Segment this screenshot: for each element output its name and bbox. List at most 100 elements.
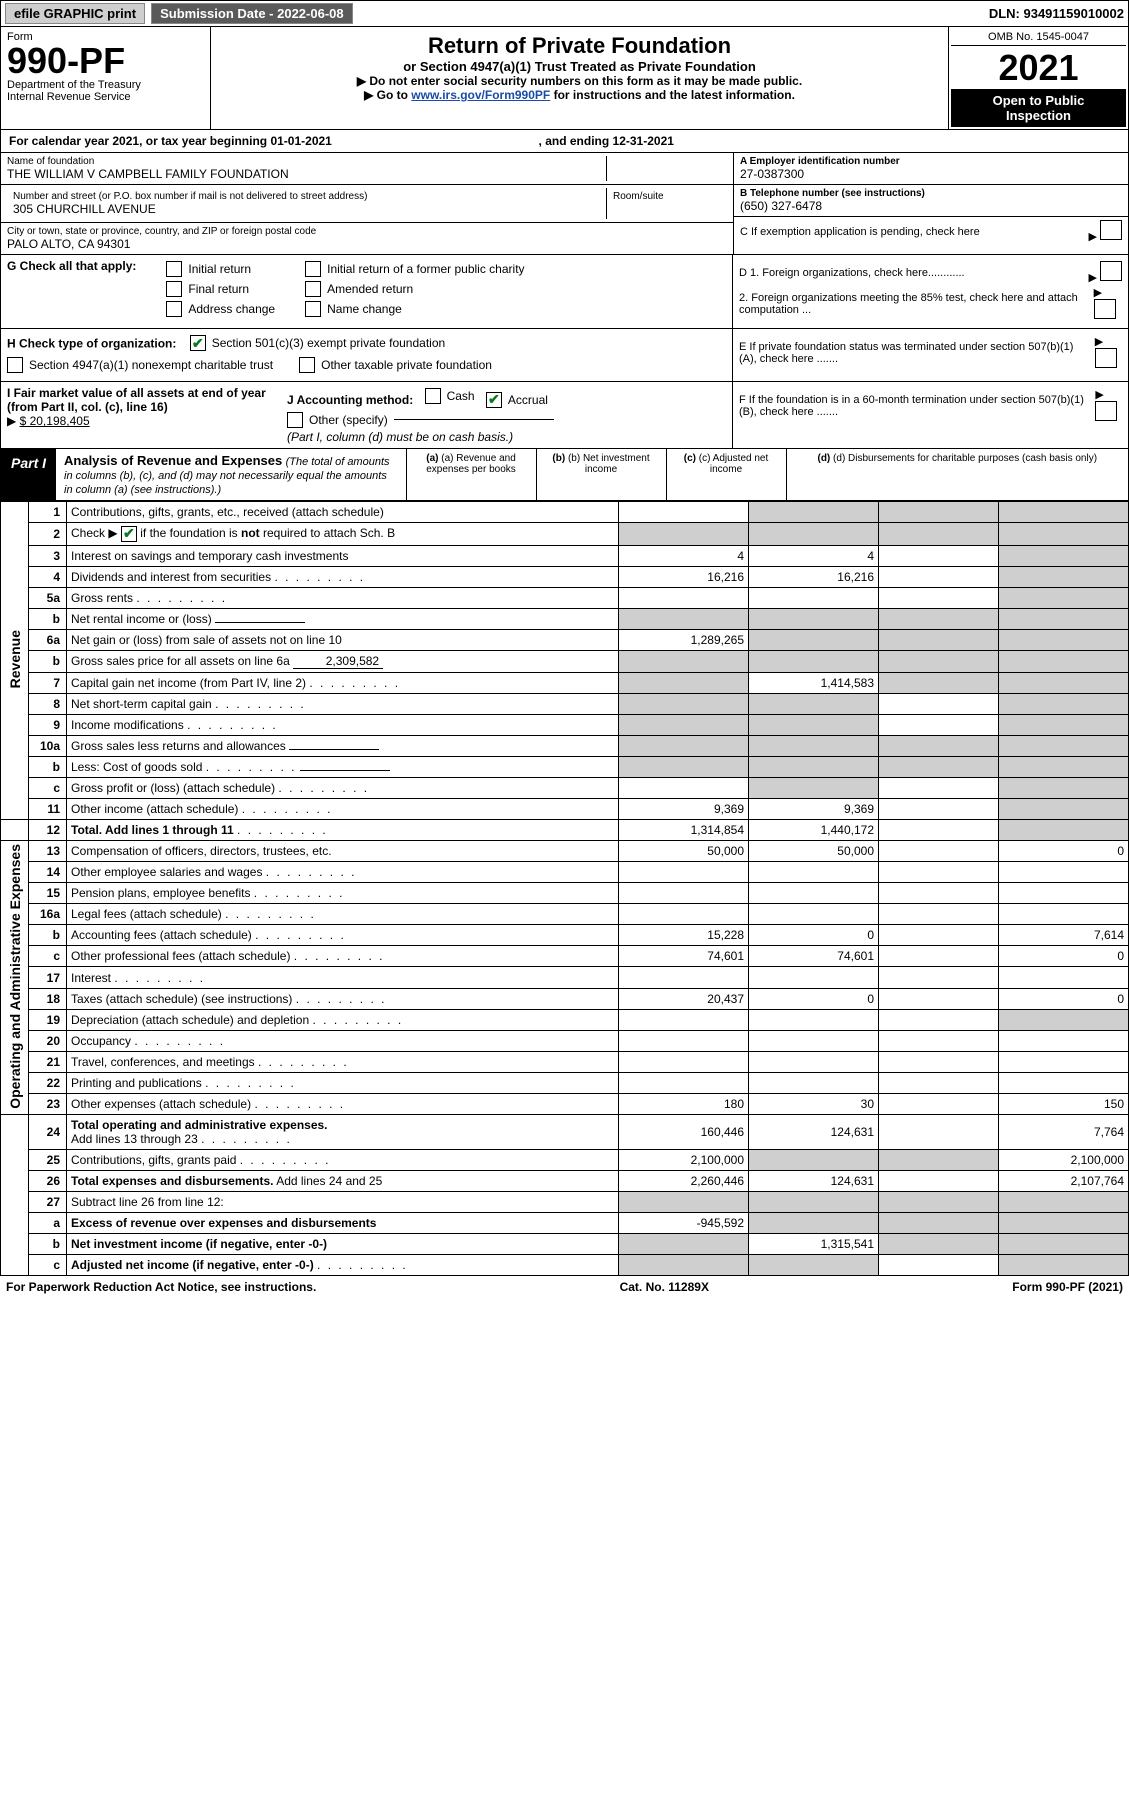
j-accrual-checkbox[interactable] [486,392,502,408]
submission-date-label: Submission Date - [160,6,277,21]
top-bar: efile GRAPHIC print Submission Date - 20… [0,0,1129,27]
j-cash-checkbox[interactable] [425,388,441,404]
g-address-change-checkbox[interactable] [166,301,182,317]
desc-14: Other employee salaries and wages [67,861,619,882]
col-b-head: (b) (b) Net investment income [537,449,667,500]
ln-10b: b [29,756,67,777]
h-4947-checkbox[interactable] [7,357,23,373]
h-label: H Check type of organization: [7,337,176,351]
row-14: 14 Other employee salaries and wages [1,861,1129,882]
row-17: 17 Interest [1,967,1129,988]
desc-12: Total. Add lines 1 through 11 [67,819,619,840]
open-line1: Open to Public [953,93,1124,108]
ln-8: 8 [29,693,67,714]
g-opt-0: Initial return [188,262,251,276]
row-27b: b Net investment income (if negative, en… [1,1234,1129,1255]
efile-print-button[interactable]: efile GRAPHIC print [5,3,145,24]
ln-27a: a [29,1213,67,1234]
r25-d: 2,100,000 [999,1150,1129,1171]
g-amended-return-checkbox[interactable] [305,281,321,297]
ln-24: 24 [29,1115,67,1150]
d1-checkbox[interactable] [1100,261,1122,281]
ln-16a: 16a [29,904,67,925]
footer-right: Form 990-PF (2021) [1012,1280,1123,1294]
r23-d: 150 [999,1094,1129,1115]
g-final-return-checkbox[interactable] [166,281,182,297]
r26-d: 2,107,764 [999,1171,1129,1192]
header-right: OMB No. 1545-0047 2021 Open to Public In… [948,27,1128,129]
g-opt-4: Address change [188,302,275,316]
row-24: 24 Total operating and administrative ex… [1,1115,1129,1150]
row-8: 8 Net short-term capital gain [1,693,1129,714]
page-footer: For Paperwork Reduction Act Notice, see … [0,1276,1129,1298]
desc-1: Contributions, gifts, grants, etc., rece… [67,501,619,522]
row-10b: b Less: Cost of goods sold [1,756,1129,777]
r16b-a: 15,228 [619,925,749,946]
g-initial-former-checkbox[interactable] [305,261,321,277]
desc-27a: Excess of revenue over expenses and disb… [67,1213,619,1234]
section-d: D 1. Foreign organizations, check here..… [733,255,1128,328]
ein-label: A Employer identification number [740,156,900,167]
r18-a: 20,437 [619,988,749,1009]
goto-link[interactable]: www.irs.gov/Form990PF [411,88,550,102]
phone-label: B Telephone number (see instructions) [740,188,925,199]
d1-label: D 1. Foreign organizations, check here..… [739,267,965,279]
r23-b: 30 [749,1094,879,1115]
form-subtitle: or Section 4947(a)(1) Trust Treated as P… [219,59,940,74]
h-opt-3: Other taxable private foundation [321,358,492,372]
i-value: $ 20,198,405 [20,414,90,428]
row-19: 19 Depreciation (attach schedule) and de… [1,1009,1129,1030]
ln-16b: b [29,925,67,946]
desc-4: Dividends and interest from securities [67,566,619,587]
r24-b: 124,631 [749,1115,879,1150]
side-revenue: Revenue [7,630,23,688]
g-name-change-checkbox[interactable] [305,301,321,317]
r23-a: 180 [619,1094,749,1115]
row-2: 2 Check ▶ if the foundation is not requi… [1,522,1129,545]
c-checkbox[interactable] [1100,220,1122,240]
row-12: 12 Total. Add lines 1 through 11 1,314,8… [1,819,1129,840]
ln-1: 1 [29,501,67,522]
desc-26: Total expenses and disbursements. Add li… [67,1171,619,1192]
g-opt-3: Amended return [327,282,413,296]
foundation-name: THE WILLIAM V CAMPBELL FAMILY FOUNDATION [7,167,606,181]
r13-d: 0 [999,840,1129,861]
address: 305 CHURCHILL AVENUE [13,202,600,216]
section-h: H Check type of organization: Section 50… [1,329,733,381]
d2-checkbox[interactable] [1094,299,1116,319]
e-checkbox[interactable] [1095,348,1117,368]
r26-b: 124,631 [749,1171,879,1192]
ln-11: 11 [29,798,67,819]
r18-d: 0 [999,988,1129,1009]
r13-a: 50,000 [619,840,749,861]
ln-5b: b [29,608,67,629]
r16c-a: 74,601 [619,946,749,967]
desc-27b: Net investment income (if negative, ente… [67,1234,619,1255]
col-d-label: (d) Disbursements for charitable purpose… [833,453,1097,464]
desc-27: Subtract line 26 from line 12: [67,1192,619,1213]
part-title: Analysis of Revenue and Expenses [64,453,282,468]
r24-a: 160,446 [619,1115,749,1150]
desc-22: Printing and publications [67,1073,619,1094]
schb-checkbox[interactable] [121,526,137,542]
g-initial-return-checkbox[interactable] [166,261,182,277]
r18-b: 0 [749,988,879,1009]
room-label: Room/suite [613,191,721,202]
omb-number: OMB No. 1545-0047 [951,29,1126,46]
warn: Do not enter social security numbers on … [369,74,802,88]
r25-a: 2,100,000 [619,1150,749,1171]
h-501c3-checkbox[interactable] [190,335,206,351]
j-other-checkbox[interactable] [287,412,303,428]
desc-16b: Accounting fees (attach schedule) [67,925,619,946]
ln-17: 17 [29,967,67,988]
submission-date-value: 2022-06-08 [277,6,344,21]
header-left: Form 990-PF Department of the Treasury I… [1,27,211,129]
r27b-b: 1,315,541 [749,1234,879,1255]
desc-21: Travel, conferences, and meetings [67,1051,619,1072]
period-text-b: , and ending [539,134,613,148]
row-16b: b Accounting fees (attach schedule) 15,2… [1,925,1129,946]
f-checkbox[interactable] [1095,401,1117,421]
h-other-checkbox[interactable] [299,357,315,373]
desc-8: Net short-term capital gain [67,693,619,714]
ln-5a: 5a [29,587,67,608]
